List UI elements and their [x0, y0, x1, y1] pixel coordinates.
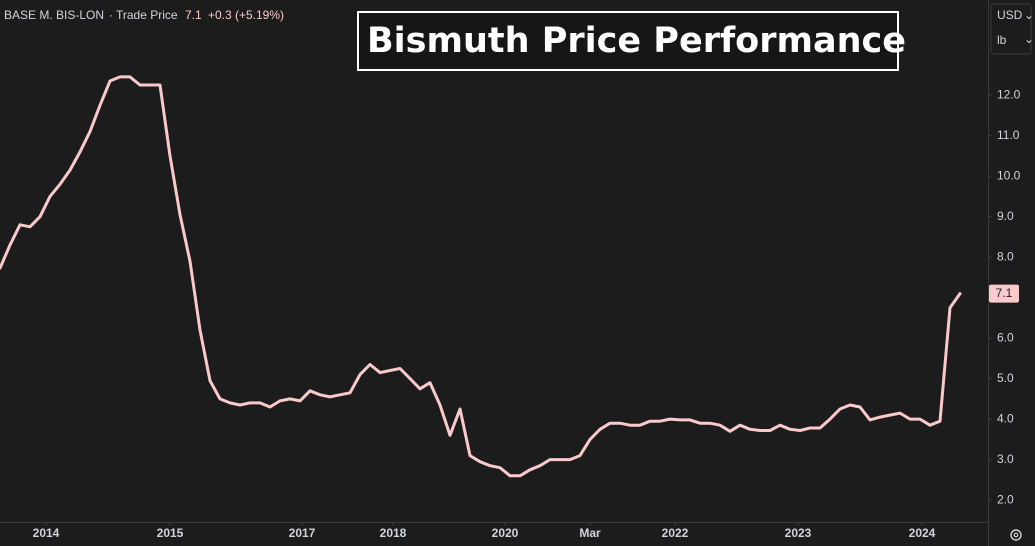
y-tick-label: 6.0 — [997, 330, 1014, 344]
settings-icon[interactable] — [1010, 529, 1022, 541]
x-tick-label: 2018 — [380, 526, 407, 540]
change: +0.3 — [208, 8, 232, 22]
change-pct: (+5.19%) — [235, 8, 284, 22]
symbol: BASE M. BIS-LON — [4, 8, 104, 22]
y-tick-label: 3.0 — [997, 452, 1014, 466]
gear[interactable] — [1010, 529, 1022, 541]
y-tick-label: 12.0 — [997, 87, 1021, 101]
x-tick-label: 2024 — [909, 526, 936, 540]
y-tick-label: 8.0 — [997, 249, 1014, 263]
x-tick-label: 2023 — [785, 526, 812, 540]
y-tick-label: 5.0 — [997, 371, 1014, 385]
price-label: 7.1 — [996, 286, 1013, 300]
title-box — [357, 11, 899, 71]
y-tick-label: 2.0 — [997, 492, 1014, 506]
x-tick-label: 2015 — [157, 526, 184, 540]
gear-hub[interactable] — [1013, 532, 1019, 538]
dropdown-arrow: ⌄ — [1024, 32, 1034, 46]
y-tick-label: 10.0 — [997, 168, 1021, 182]
dropdown-arrow: ⌄ — [1024, 8, 1034, 22]
separator: · — [109, 8, 113, 22]
last-price: 7.1 — [185, 8, 202, 22]
y-tick-label: 9.0 — [997, 209, 1014, 223]
y-tick-label: 4.0 — [997, 411, 1014, 425]
x-tick-label: 2020 — [492, 526, 519, 540]
price-line — [0, 75, 962, 478]
x-tick-label: Mar — [579, 526, 601, 540]
unit[interactable]: lb — [997, 33, 1007, 47]
x-tick-label: 2022 — [662, 526, 689, 540]
unit-selector[interactable] — [990, 3, 1032, 55]
series-name: Trade Price — [116, 8, 178, 22]
x-tick-label: 2017 — [289, 526, 316, 540]
y-tick-label: 11.0 — [997, 128, 1020, 142]
price-label-box — [989, 284, 1019, 303]
chart-title: Bismuth Price Performance — [367, 21, 906, 61]
x-tick-label: 2014 — [33, 526, 60, 540]
currency[interactable]: USD — [997, 8, 1023, 22]
